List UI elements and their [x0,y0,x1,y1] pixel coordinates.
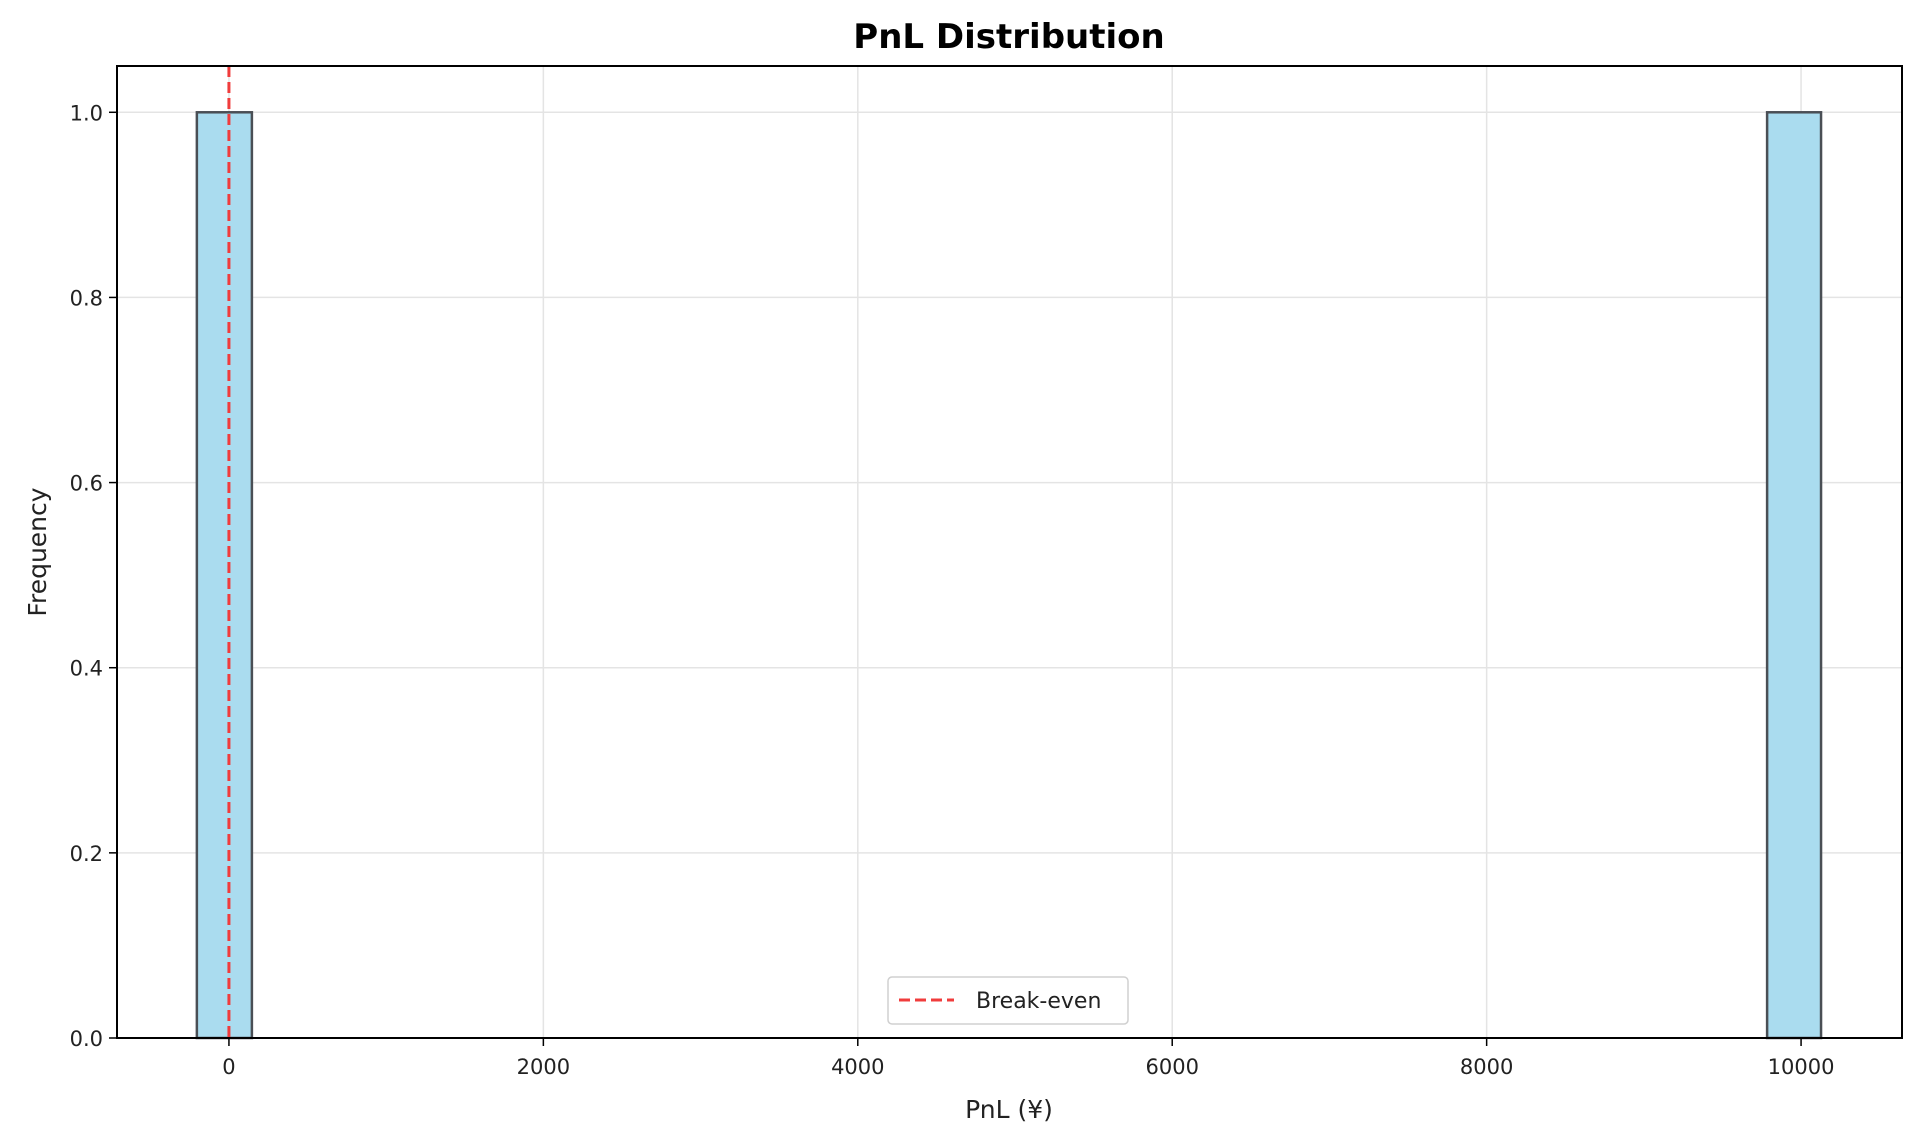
y-axis-label: Frequency [23,487,52,616]
x-tick-label: 6000 [1145,1055,1198,1079]
x-tick-label: 0 [222,1055,235,1079]
histogram-bar [195,111,254,1040]
x-tick-label: 8000 [1460,1055,1513,1079]
y-tick-label: 1.0 [70,101,103,125]
x-tick-label: 2000 [517,1055,570,1079]
x-axis-label: PnL (¥) [965,1095,1053,1124]
gridlines [117,66,1902,1039]
legend-label: Break-even [976,989,1101,1014]
y-tick-label: 0.6 [70,472,103,496]
legend: Break-even [887,976,1129,1025]
y-tick-label: 0.0 [70,1027,103,1051]
x-tick-label: 10000 [1768,1055,1835,1079]
histogram-bar [1765,111,1823,1040]
axes-frame [116,65,1903,1039]
y-tick-label: 0.4 [70,657,103,681]
y-tick-label: 0.2 [70,842,103,866]
y-axis-ticks: 0.0 0.2 0.4 0.6 0.8 1.0 [70,101,117,1051]
histogram-bars [195,111,1823,1040]
chart-title: PnL Distribution [853,17,1164,57]
legend-box [887,976,1129,1025]
x-tick-label: 4000 [831,1055,884,1079]
x-axis-ticks: 0 2000 4000 6000 8000 10000 [222,1038,1834,1079]
y-tick-label: 0.8 [70,286,103,310]
